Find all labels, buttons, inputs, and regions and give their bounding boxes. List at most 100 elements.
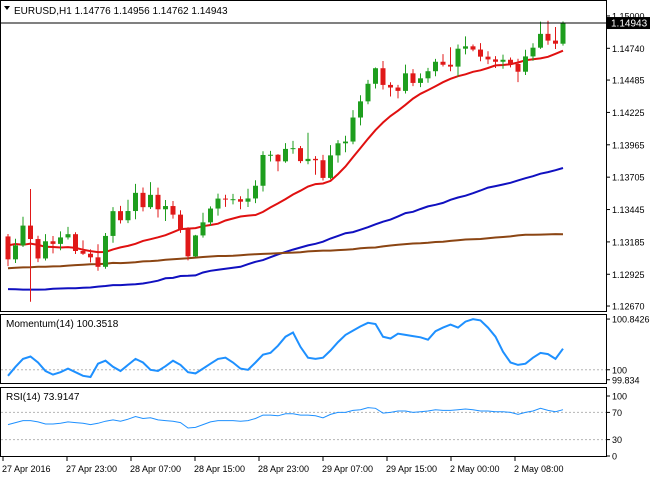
candle — [155, 187, 161, 218]
candle — [515, 58, 521, 83]
candle-body — [553, 40, 558, 44]
candle-body — [298, 148, 303, 162]
rsi-panel[interactable]: RSI(14) 73.9147 — [0, 387, 607, 457]
price-axis-label: 1.13445 — [612, 205, 645, 215]
candle — [373, 67, 378, 89]
candle-body — [148, 194, 153, 208]
candle — [140, 187, 146, 212]
candle — [268, 150, 273, 162]
triangle-down-icon[interactable] — [4, 6, 10, 10]
candle — [35, 235, 41, 263]
candle-body — [395, 87, 401, 91]
candle-body — [20, 225, 26, 246]
candle — [200, 212, 206, 238]
candle — [538, 21, 543, 49]
candle-body — [508, 59, 513, 64]
candle — [493, 56, 498, 68]
candle-body — [110, 211, 116, 236]
candle — [440, 54, 446, 67]
candle — [298, 146, 303, 164]
candle-body — [358, 101, 363, 118]
candle — [485, 51, 491, 65]
candle-body — [388, 84, 393, 88]
candle — [395, 84, 401, 99]
candle — [478, 43, 483, 62]
candle-body — [343, 141, 348, 144]
candle — [508, 57, 513, 68]
candle-body — [305, 158, 311, 162]
candle-body — [448, 64, 453, 67]
candle — [433, 58, 438, 77]
price-panel[interactable]: EURUSD,H1 1.14776 1.14956 1.14762 1.1494… — [0, 0, 607, 312]
candle — [245, 188, 251, 208]
candle-body — [350, 117, 356, 142]
candle — [95, 244, 101, 271]
rsi-line — [7, 407, 564, 429]
candle — [418, 73, 423, 88]
candle — [305, 132, 311, 165]
time-axis-label: 28 Apr 23:00 — [258, 464, 309, 474]
candle-body — [178, 214, 183, 230]
candle-body — [28, 225, 33, 240]
momentum-panel[interactable]: Momentum(14) 100.3518 — [0, 314, 607, 384]
rsi-axis[interactable]: 100 70 30 0 — [606, 392, 627, 462]
rsi-axis-label: 0 — [612, 452, 617, 462]
candle — [163, 199, 168, 221]
candle-body — [440, 61, 446, 65]
time-axis[interactable]: 27 Apr 2016 27 Apr 23:00 28 Apr 07:00 28 Ap… — [2, 457, 564, 474]
candle — [125, 199, 131, 224]
candle — [350, 110, 356, 145]
candle-body — [155, 194, 161, 210]
candle — [253, 180, 258, 204]
candle-body — [373, 68, 378, 84]
candle-body — [5, 236, 11, 260]
candle — [500, 54, 506, 69]
candle — [80, 240, 86, 255]
candle-body — [478, 49, 483, 57]
candle-body — [523, 56, 528, 72]
price-axis-label: 1.12670 — [612, 302, 645, 312]
candle-body — [515, 63, 521, 72]
current-price-tag-text: 1.14943 — [611, 19, 648, 30]
candle-body — [230, 199, 236, 201]
momentum-axis-label: 99.834 — [612, 375, 640, 385]
candle-body — [185, 229, 191, 257]
candle-body — [80, 250, 86, 254]
candle-body — [403, 73, 408, 91]
candle-body — [418, 78, 423, 83]
time-axis-label: 29 Apr 15:00 — [386, 464, 437, 474]
candle — [320, 154, 326, 181]
candle — [170, 200, 176, 219]
candle — [388, 82, 393, 97]
price-axis-label: 1.15000 — [612, 11, 645, 21]
candle — [328, 145, 333, 180]
candle-body — [560, 23, 566, 44]
candle — [335, 140, 341, 163]
candle — [365, 79, 371, 105]
candle — [290, 140, 296, 154]
candle — [425, 67, 431, 83]
candle-body — [13, 245, 18, 260]
candle — [545, 20, 551, 45]
candle — [193, 234, 198, 257]
candle — [260, 151, 266, 192]
candle — [65, 226, 71, 240]
candle — [463, 36, 468, 55]
candle-body — [328, 155, 333, 178]
candle-body — [313, 158, 318, 161]
candle — [43, 234, 48, 261]
time-axis-label: 27 Apr 2016 — [2, 464, 51, 474]
candle-body — [268, 154, 273, 156]
price-axis[interactable]: 1.15000 1.14740 1.14485 1.14225 1.13965 1.137… — [606, 11, 645, 312]
candle — [178, 210, 183, 233]
candle-body — [103, 235, 108, 267]
rsi-axis-label: 70 — [612, 408, 622, 418]
candle-body — [530, 47, 536, 57]
momentum-axis-label: 100.8426 — [612, 315, 650, 325]
candle-body — [253, 185, 258, 199]
candle — [5, 234, 11, 267]
candle-body — [43, 241, 48, 259]
candle — [343, 135, 348, 153]
